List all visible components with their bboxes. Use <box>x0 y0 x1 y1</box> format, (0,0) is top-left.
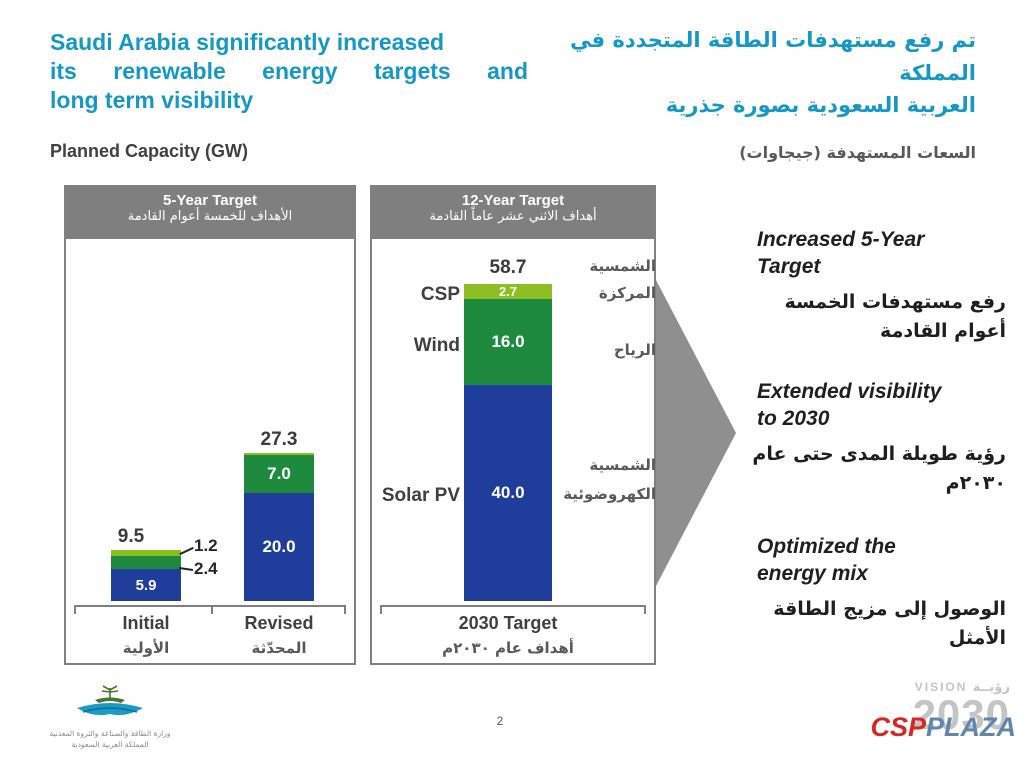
bar-segment-solar-pv: 20.0 <box>244 493 314 601</box>
watermark-csp: CSP <box>870 712 926 742</box>
series-label-csp-arabic: الشمسية المركزة <box>589 257 656 302</box>
series-label-wind-arabic: الرياح <box>613 341 656 359</box>
value-label-revised-solar-pv: 20.0 <box>262 537 296 556</box>
note-increased-target-arabic: رفع مستهدفات الخمسة أعوام القادمة <box>784 291 1006 342</box>
bar-initial: 5.9 <box>111 549 181 601</box>
title-line-1: Saudi Arabia significantly increased <box>50 29 445 55</box>
title-ar-line-1: تم رفع مستهدفات الطاقة المتجددة في الممل… <box>570 28 976 85</box>
bar-segment-wind <box>111 556 181 570</box>
panel-title-12-year: 12-Year Target <box>461 192 565 209</box>
vision-logo-header: VISION رؤيــة <box>860 680 1010 695</box>
ministry-emblem-icon <box>77 685 143 716</box>
chart-panel-5-year: 5-Year Target الأهداف للخمسة أعوام القاد… <box>64 185 356 665</box>
chart-5-year: 5.9 20.0 7.0 9.5 27.3 1.2 2.4 <box>66 239 354 663</box>
cspplaza-watermark: CSPPLAZA <box>870 712 1016 743</box>
chart-panel-12-year: 12-Year Target أهداف الاثني عشر عاماً ال… <box>370 185 656 665</box>
note-extended-visibility: Extended visibility to 2030 <box>757 380 942 431</box>
page-number: 2 <box>496 714 504 728</box>
value-label-2030-csp: 2.7 <box>498 283 518 299</box>
leader-line-wind <box>178 567 194 571</box>
x-axis <box>380 605 646 607</box>
panel-title-5-year-arabic: الأهداف للخمسة أعوام القادمة <box>127 209 293 224</box>
leader-line-csp <box>179 546 194 556</box>
bar-segment-csp <box>111 549 181 557</box>
panel-title-5-year: 5-Year Target <box>163 192 257 209</box>
category-2030-target-arabic: أهداف عام ٢٠٣٠م <box>442 639 574 657</box>
value-label-revised-wind: 7.0 <box>267 464 291 484</box>
page-title-arabic: تم رفع مستهدفات الطاقة المتجددة في الممل… <box>536 24 976 122</box>
value-label-2030-wind: 16.0 <box>491 331 525 351</box>
series-label-csp: CSP <box>420 284 460 305</box>
callout-initial-wind: 2.4 <box>194 559 218 578</box>
vision-2030-logo: VISION رؤيــة 2030 <box>860 680 1010 735</box>
total-label-revised: 27.3 <box>260 429 298 450</box>
axis-tick <box>380 605 382 614</box>
panel-header-12-year: 12-Year Target أهداف الاثني عشر عاماً ال… <box>372 187 654 239</box>
category-revised: Revised <box>244 613 314 633</box>
axis-tick <box>74 605 76 614</box>
title-line-2: its renewable energy targets and <box>50 57 528 84</box>
note-extended-visibility-arabic: رؤية طويلة المدى حتى عام ٢٠٣٠م <box>752 443 1006 494</box>
x-axis <box>74 605 346 607</box>
title-ar-line-2: العربية السعودية بصورة جذرية <box>665 93 976 118</box>
total-label-initial: 9.5 <box>117 526 145 547</box>
right-arrow-shape <box>656 280 736 586</box>
category-revised-arabic: المحدّثة <box>251 639 307 657</box>
value-label-initial-solar-pv: 5.9 <box>135 576 157 594</box>
vision-label-arabic: رؤيــة <box>972 680 1010 695</box>
ministry-logo: وزارة الطاقة والصناعة والثروة المعدنية ا… <box>28 684 192 750</box>
axis-tick <box>211 605 213 614</box>
bar-segment-csp: 2.7 <box>464 284 552 299</box>
page-title: Saudi Arabia significantly increased its… <box>50 28 528 114</box>
bar-segment-solar-pv: 5.9 <box>111 569 181 601</box>
bar-2030-target: 40.0 16.0 2.7 <box>464 284 552 601</box>
series-label-solar-pv: Solar PV <box>381 485 460 506</box>
chart-12-year: 40.0 16.0 2.7 58.7 CSP Wind Solar PV الش… <box>372 239 656 663</box>
callout-initial-csp: 1.2 <box>194 536 218 555</box>
category-2030-target: 2030 Target <box>458 613 558 633</box>
axis-tick <box>344 605 346 614</box>
note-optimized-mix-arabic: الوصول إلى مزيج الطاقة الأمثل <box>773 598 1006 649</box>
ministry-name-line-2: المملكة العربية السعودية <box>71 739 149 749</box>
bar-segment-csp <box>244 453 314 456</box>
vision-label: VISION <box>914 680 968 694</box>
axis-tick <box>644 605 646 614</box>
series-label-wind: Wind <box>413 335 460 356</box>
bar-revised: 20.0 7.0 <box>244 453 314 601</box>
title-line-3: long term visibility <box>50 86 254 113</box>
subtitle-planned-capacity-arabic: السعات المستهدفة (جيجاوات) <box>739 143 976 162</box>
ministry-name-line-1: وزارة الطاقة والصناعة والثروة المعدنية <box>49 729 171 738</box>
panel-title-12-year-arabic: أهداف الاثني عشر عاماً القادمة <box>429 209 597 224</box>
panel-header-5-year: 5-Year Target الأهداف للخمسة أعوام القاد… <box>66 187 354 239</box>
series-label-solar-pv-arabic: الشمسية الكهروضوئية <box>563 456 656 503</box>
subtitle-planned-capacity: Planned Capacity (GW) <box>50 141 249 161</box>
bar-segment-wind: 16.0 <box>464 298 552 385</box>
bar-segment-wind: 7.0 <box>244 455 314 493</box>
watermark-plaza: PLAZA <box>926 712 1016 742</box>
total-label-2030: 58.7 <box>489 257 527 278</box>
note-increased-target: Increased 5-Year Target <box>757 228 925 279</box>
bar-segment-solar-pv: 40.0 <box>464 385 552 601</box>
note-optimized-mix: Optimized the energy mix <box>757 535 896 586</box>
value-label-2030-solar-pv: 40.0 <box>491 483 525 502</box>
category-initial-arabic: الأولية <box>122 639 170 657</box>
vision-year: 2030 <box>912 691 1010 738</box>
category-initial: Initial <box>122 613 170 633</box>
